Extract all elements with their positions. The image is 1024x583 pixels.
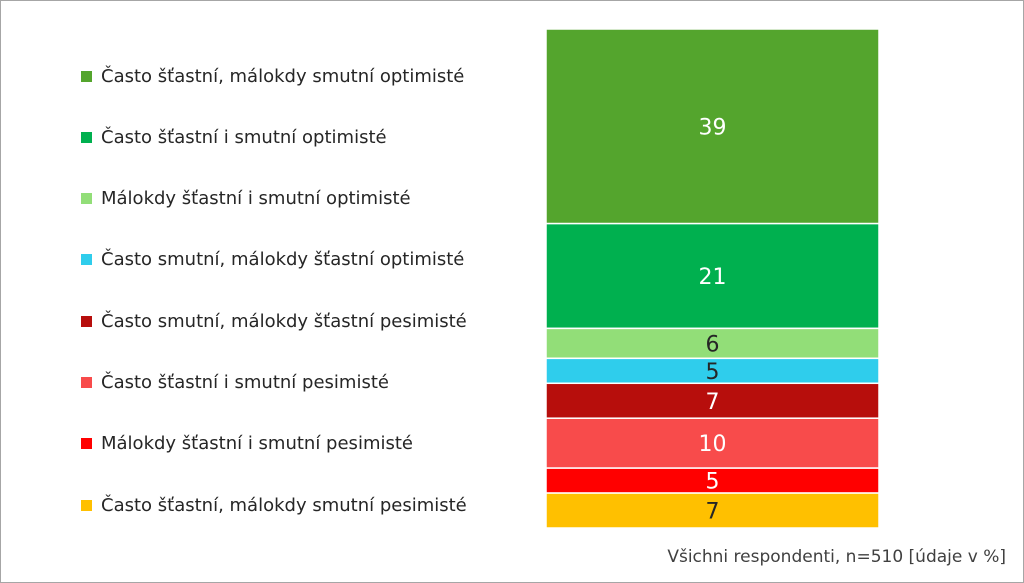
legend-swatch bbox=[81, 254, 92, 266]
data-label: 7 bbox=[706, 500, 720, 525]
bar-segment bbox=[545, 467, 880, 494]
bar-segment bbox=[545, 382, 880, 419]
bar-segment bbox=[545, 28, 880, 225]
bar-segment bbox=[545, 417, 880, 469]
data-label: 6 bbox=[706, 332, 720, 357]
legend-item: Často smutní, málokdy šťastní pesimisté bbox=[81, 308, 467, 334]
data-label: 10 bbox=[699, 432, 727, 457]
legend-swatch bbox=[81, 377, 92, 388]
legend-label: Často smutní, málokdy šťastní pesimisté bbox=[101, 310, 467, 332]
legend-label: Často šťastní, málokdy smutní optimisté bbox=[101, 65, 465, 87]
bar-segment bbox=[545, 492, 880, 529]
legend-label: Často šťastní i smutní optimisté bbox=[101, 126, 387, 148]
data-label: 39 bbox=[699, 115, 727, 140]
legend-item: Často šťastní i smutní optimisté bbox=[81, 124, 387, 150]
legend-item: Často smutní, málokdy šťastní optimisté bbox=[81, 247, 464, 273]
legend-swatch bbox=[81, 438, 92, 450]
legend-swatch bbox=[81, 193, 92, 205]
chart-footnote: Všichni respondenti, n=510 [údaje v %] bbox=[667, 547, 1006, 567]
legend-item: Málokdy šťastní i smutní pesimisté bbox=[81, 431, 413, 457]
legend-label: Často šťastní i smutní pesimisté bbox=[101, 372, 389, 393]
legend-label: Málokdy šťastní i smutní pesimisté bbox=[101, 433, 413, 455]
legend-item: Často šťastní, málokdy smutní pesimisté bbox=[81, 492, 467, 518]
legend-swatch bbox=[81, 70, 92, 82]
legend-item: Málokdy šťastní i smutní optimisté bbox=[81, 186, 411, 212]
legend-swatch bbox=[81, 499, 92, 511]
legend-label: Často šťastní, málokdy smutní pesimisté bbox=[101, 494, 467, 516]
bar-segment bbox=[545, 357, 880, 385]
data-label: 7 bbox=[706, 390, 720, 415]
legend-item: Často šťastní, málokdy smutní optimisté bbox=[81, 63, 464, 89]
data-label: 21 bbox=[699, 265, 727, 290]
legend-label: Málokdy šťastní i smutní optimisté bbox=[101, 188, 411, 210]
data-label: 5 bbox=[706, 360, 720, 385]
legend-label: Často smutní, málokdy šťastní optimisté bbox=[101, 249, 465, 271]
legend-item: Často šťastní i smutní pesimisté bbox=[81, 370, 389, 396]
legend-swatch bbox=[81, 131, 92, 143]
legend-swatch bbox=[81, 315, 92, 327]
data-label: 5 bbox=[706, 470, 720, 495]
